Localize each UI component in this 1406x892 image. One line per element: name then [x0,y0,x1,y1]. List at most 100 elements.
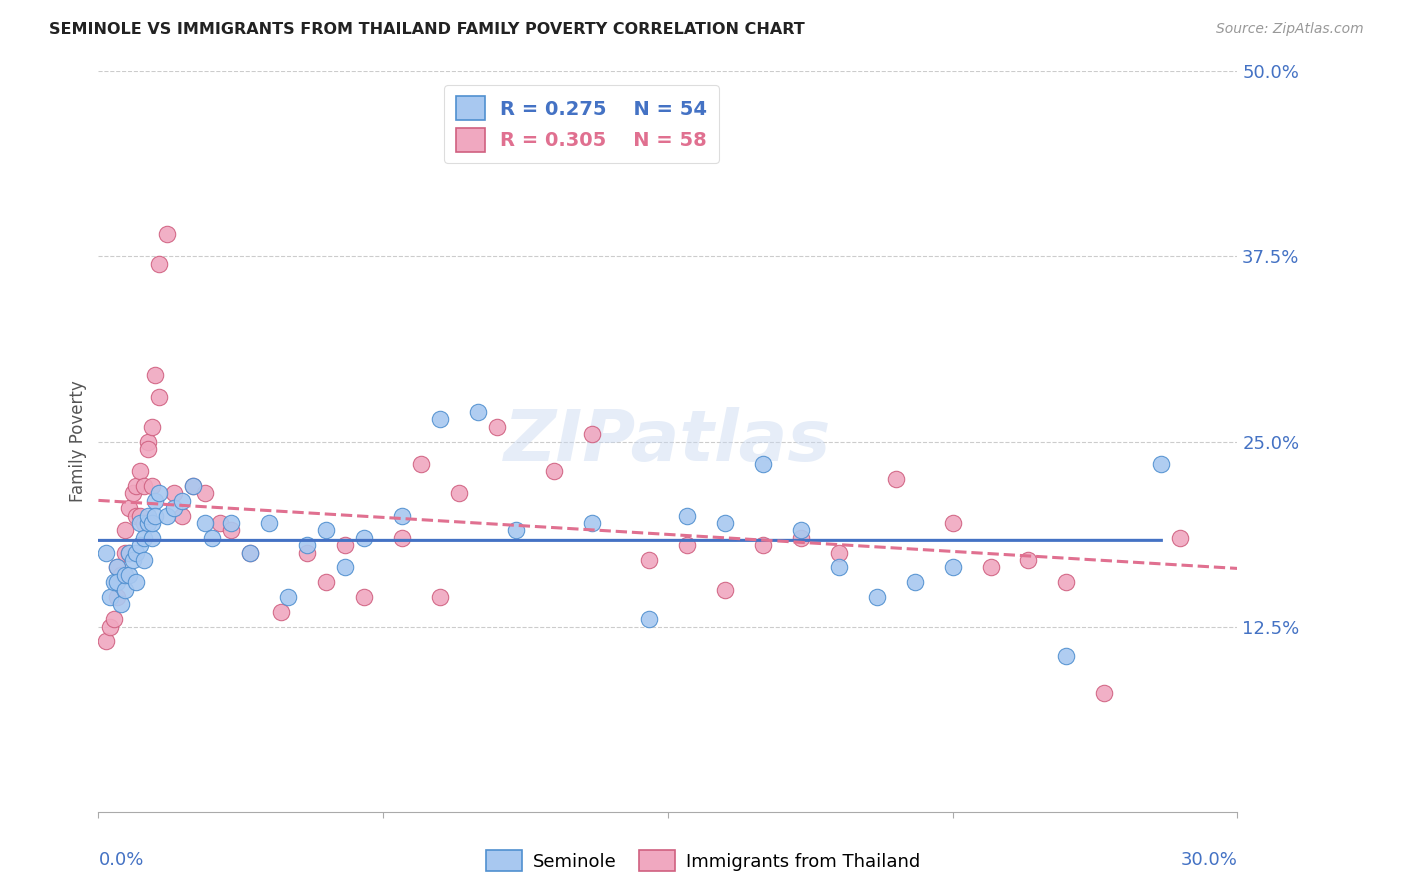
Point [277,590,299,604]
Point [884,471,907,485]
Point [942,560,965,574]
Point [145,508,167,523]
Point [121,553,143,567]
Point [141,479,163,493]
Point [335,560,357,574]
Point [141,531,163,545]
Point [94,634,117,648]
Point [942,516,965,530]
Point [1018,553,1040,567]
Point [270,605,292,619]
Point [828,546,851,560]
Point [259,516,281,530]
Point [1170,531,1192,545]
Y-axis label: Family Poverty: Family Poverty [69,381,87,502]
Point [103,575,125,590]
Point [581,516,603,530]
Point [136,434,159,449]
Point [239,546,262,560]
Point [129,516,152,530]
Point [132,531,155,545]
Point [467,405,489,419]
Point [148,486,170,500]
Point [208,516,231,530]
Point [411,457,433,471]
Point [183,479,205,493]
Point [136,516,159,530]
Point [114,546,136,560]
Point [129,538,152,552]
Point [98,619,121,633]
Point [156,227,179,242]
Point [98,590,121,604]
Point [714,582,737,597]
Point [638,553,661,567]
Point [110,567,132,582]
Point [1056,649,1078,664]
Point [132,516,155,530]
Point [145,368,167,382]
Text: 0.0%: 0.0% [98,851,143,869]
Point [163,501,186,516]
Point [129,464,152,478]
Legend: R = 0.275    N = 54, R = 0.305    N = 58: R = 0.275 N = 54, R = 0.305 N = 58 [444,85,718,163]
Point [866,590,889,604]
Point [136,508,159,523]
Point [145,493,167,508]
Point [156,508,179,523]
Point [118,546,141,560]
Point [194,516,217,530]
Point [1094,686,1116,700]
Point [107,560,129,574]
Point [107,560,129,574]
Point [315,524,337,538]
Point [125,508,148,523]
Point [904,575,927,590]
Point [110,598,132,612]
Point [315,575,337,590]
Point [129,508,152,523]
Point [163,486,186,500]
Point [638,612,661,626]
Point [449,486,471,500]
Point [221,516,243,530]
Point [114,567,136,582]
Point [148,390,170,404]
Point [94,546,117,560]
Point [118,567,141,582]
Point [790,524,813,538]
Text: SEMINOLE VS IMMIGRANTS FROM THAILAND FAMILY POVERTY CORRELATION CHART: SEMINOLE VS IMMIGRANTS FROM THAILAND FAM… [49,22,806,37]
Point [1150,457,1173,471]
Point [429,590,451,604]
Point [486,419,509,434]
Point [505,524,527,538]
Point [125,479,148,493]
Legend: Seminole, Immigrants from Thailand: Seminole, Immigrants from Thailand [479,843,927,879]
Point [170,493,193,508]
Point [201,531,224,545]
Point [103,612,125,626]
Text: Source: ZipAtlas.com: Source: ZipAtlas.com [1216,22,1364,37]
Point [121,486,143,500]
Point [429,412,451,426]
Point [118,501,141,516]
Point [114,582,136,597]
Point [714,516,737,530]
Point [183,479,205,493]
Point [335,538,357,552]
Point [107,575,129,590]
Point [194,486,217,500]
Point [132,553,155,567]
Point [676,508,699,523]
Point [790,531,813,545]
Point [752,457,775,471]
Point [391,531,413,545]
Text: ZIPatlas: ZIPatlas [505,407,831,476]
Point [132,479,155,493]
Point [107,590,129,604]
Point [221,524,243,538]
Point [141,419,163,434]
Point [136,442,159,456]
Text: 30.0%: 30.0% [1181,851,1237,869]
Point [141,516,163,530]
